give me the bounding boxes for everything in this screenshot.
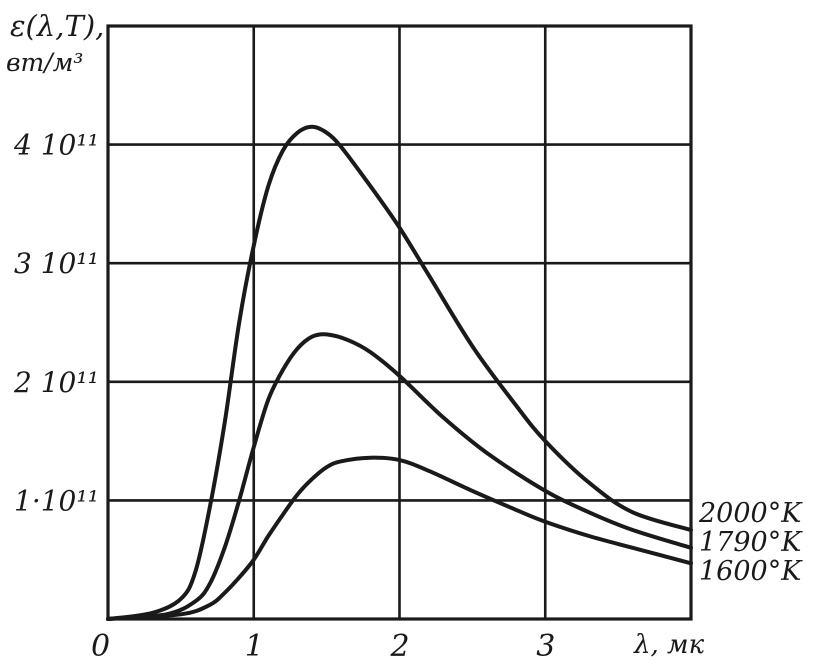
- labels: 0 1 2 3 1·10¹¹ 2 10¹¹ 3 10¹¹ 4 10¹¹ 2000°K1790°K…: [13, 129, 803, 664]
- y-tick-label: 3 10¹¹: [14, 247, 99, 280]
- grid: [108, 26, 691, 619]
- y-axis-label-line2: вт/м³: [6, 48, 83, 77]
- series-line-1790k: [106, 332, 693, 621]
- series-label: 2000°K: [698, 498, 803, 529]
- x-axis-label: λ, мк: [633, 630, 705, 660]
- y-axis-label-line1: ε(λ,T),: [10, 9, 104, 43]
- y-tick-label: 4 10¹¹: [13, 129, 99, 162]
- y-tick-label: 2 10¹¹: [13, 366, 99, 399]
- x-tick-label: 1: [245, 629, 264, 664]
- x-tick-label: 2: [390, 629, 410, 664]
- plot-frame: [106, 24, 693, 621]
- series-label: 1790°K: [699, 527, 803, 558]
- series-label: 1600°K: [699, 556, 803, 587]
- series-line-2000k: [106, 124, 693, 621]
- y-tick-label: 1·10¹¹: [14, 484, 99, 517]
- x-tick-label: 3: [536, 629, 555, 664]
- x-tick-label: 0: [91, 629, 110, 664]
- curves: [106, 124, 693, 621]
- series-line-1600k: [106, 455, 693, 621]
